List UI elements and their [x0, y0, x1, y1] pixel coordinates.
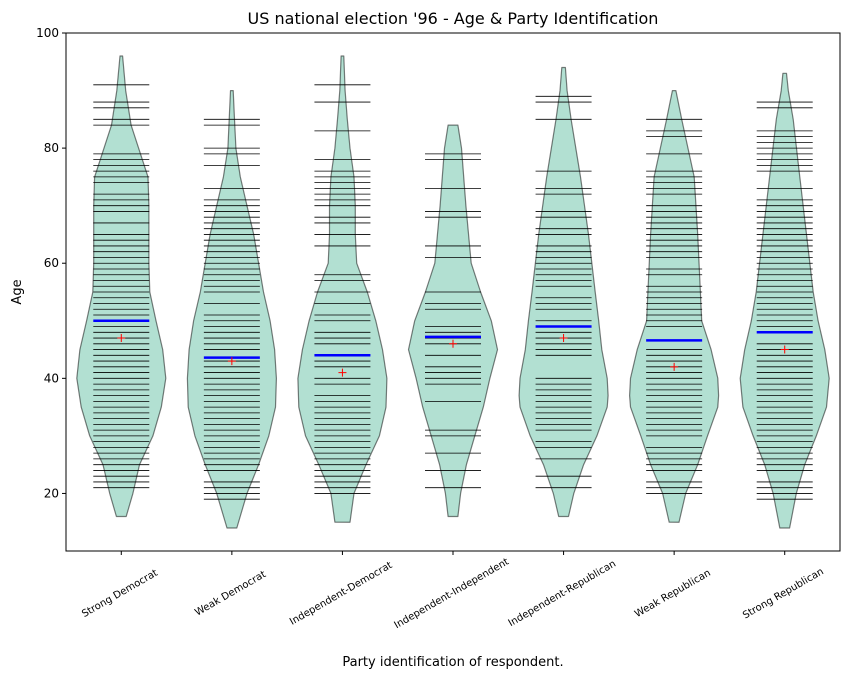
x-tick-label: Independent-Republican [507, 559, 618, 630]
violin-group-2 [186, 90, 277, 529]
violin-group-1 [76, 55, 167, 518]
x-tick-label: Strong Democrat [80, 568, 160, 620]
violin-body [518, 66, 609, 518]
mean-marker [227, 357, 236, 366]
x-axis: Strong Democrat Weak Democrat Independent-… [80, 551, 826, 631]
x-tick-label: Independent-Democrat [288, 560, 394, 628]
y-tick-label: 100 [36, 26, 59, 40]
violin-body [629, 90, 720, 523]
y-tick-label: 60 [44, 256, 59, 270]
y-tick-label: 40 [44, 371, 59, 385]
violin-group-7 [739, 72, 830, 529]
x-axis-label: Party identification of respondent. [342, 655, 563, 670]
violin-body [407, 124, 499, 518]
violin-body [297, 55, 388, 523]
mean-marker [670, 362, 679, 371]
chart-title: US national election '96 - Age & Party I… [248, 9, 659, 28]
mean-marker [780, 345, 789, 354]
violin-group-3 [297, 55, 388, 523]
y-axis-label: Age [10, 279, 25, 304]
mean-marker [559, 334, 568, 343]
x-tick-label: Weak Democrat [193, 569, 268, 619]
violin-body [739, 72, 830, 529]
plot-area [76, 55, 830, 529]
y-tick-label: 80 [44, 141, 59, 155]
x-tick-label: Weak Republican [633, 568, 713, 620]
violin-group-4 [407, 124, 499, 518]
y-tick-label: 20 [44, 486, 59, 500]
violin-body [186, 90, 277, 529]
mean-marker [338, 368, 347, 377]
violin-group-5 [518, 66, 609, 518]
mean-marker [449, 339, 457, 348]
violin-group-6 [629, 90, 720, 523]
y-axis: 20 40 60 80 100 [36, 26, 66, 500]
mean-marker [117, 334, 126, 343]
x-tick-label: Strong Republican [741, 566, 826, 621]
x-tick-label: Independent-Independent [393, 556, 511, 631]
